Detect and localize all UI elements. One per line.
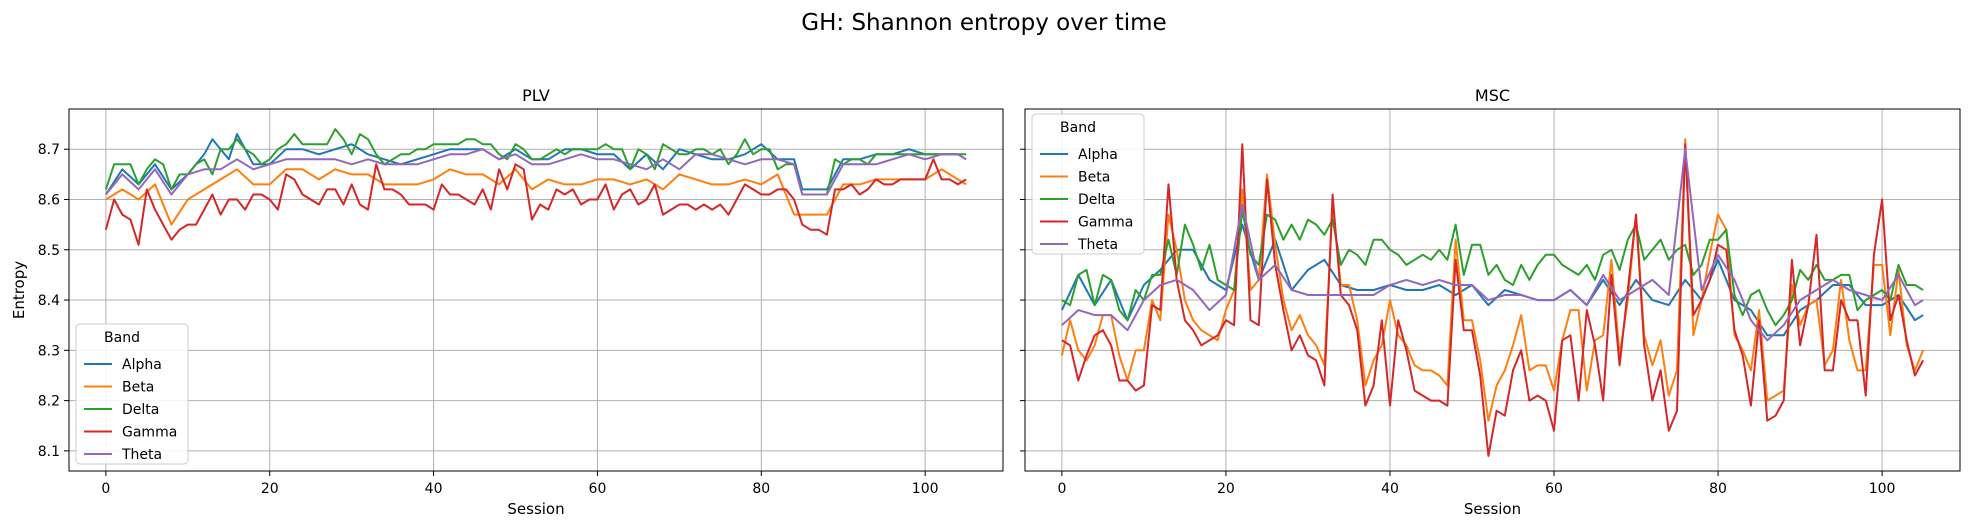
x-tick-label: 20 — [261, 481, 279, 497]
legend: Band Alpha Beta Delta Gamma Theta — [75, 323, 189, 465]
series-line-theta — [1061, 148, 1924, 342]
y-tick-label: 8.7 — [38, 142, 60, 158]
x-axis-label: Session — [507, 500, 564, 518]
x-tick-label: 100 — [1869, 481, 1896, 497]
y-tick-label: 8.3 — [38, 343, 60, 359]
legend-label-delta: Delta — [122, 402, 159, 418]
legend-label-delta: Delta — [1078, 192, 1115, 208]
panel-title: MSC — [1475, 86, 1510, 105]
legend-label-gamma: Gamma — [122, 425, 177, 441]
figure-suptitle: GH: Shannon entropy over time — [801, 10, 1166, 36]
series-line-beta — [105, 168, 967, 226]
legend: Band Alpha Beta Delta Gamma Theta — [1031, 113, 1145, 255]
x-axis-label: Session — [1464, 500, 1521, 518]
series-line-theta — [105, 148, 967, 196]
series-line-beta — [1060, 138, 1925, 422]
y-tick-label: 8.4 — [38, 293, 60, 309]
legend-label-alpha: Alpha — [1078, 147, 1118, 163]
series-line-gamma — [1061, 143, 1924, 457]
legend-label-beta: Beta — [1078, 170, 1110, 186]
msc-panel: 0 20 40 60 80 100 MSC Session Band Alpha Beta Delta… — [1020, 86, 1961, 518]
legend-label-beta: Beta — [122, 380, 154, 396]
y-tick-label: 8.1 — [38, 444, 60, 460]
y-axis-label: Entropy — [10, 261, 28, 319]
axes-frame — [1024, 108, 1961, 472]
y-tick-label: 8.5 — [38, 243, 60, 259]
x-tick-label: 100 — [912, 481, 939, 497]
x-tick-label: 0 — [1057, 481, 1066, 497]
axes-frame — [68, 108, 1004, 472]
legend-label-theta: Theta — [1077, 237, 1118, 253]
legend-title: Band — [104, 330, 140, 346]
panel-title: PLV — [522, 86, 550, 105]
x-tick-label: 20 — [1217, 481, 1235, 497]
x-tick-label: 40 — [1381, 481, 1399, 497]
legend-label-alpha: Alpha — [122, 357, 162, 373]
series-line-delta — [1061, 208, 1924, 327]
x-tick-label: 40 — [425, 481, 443, 497]
y-tick-label: 8.2 — [38, 394, 60, 410]
series-line-gamma — [104, 158, 967, 246]
legend-box — [75, 323, 189, 465]
x-tick-label: 60 — [1545, 481, 1563, 497]
legend-label-gamma: Gamma — [1078, 215, 1133, 231]
legend-box — [1031, 113, 1145, 255]
legend-title: Band — [1060, 120, 1096, 136]
x-tick-label: 80 — [752, 481, 770, 497]
x-tick-label: 60 — [589, 481, 607, 497]
y-tick-label: 8.6 — [38, 193, 60, 209]
plv-panel: 0 20 40 60 80 100 8.1 8.2 8.3 8.4 8.5 8.6 8.7 PLV Sess… — [10, 86, 1004, 518]
x-tick-label: 0 — [101, 481, 110, 497]
x-tick-label: 80 — [1709, 481, 1727, 497]
legend-label-theta: Theta — [121, 447, 162, 463]
